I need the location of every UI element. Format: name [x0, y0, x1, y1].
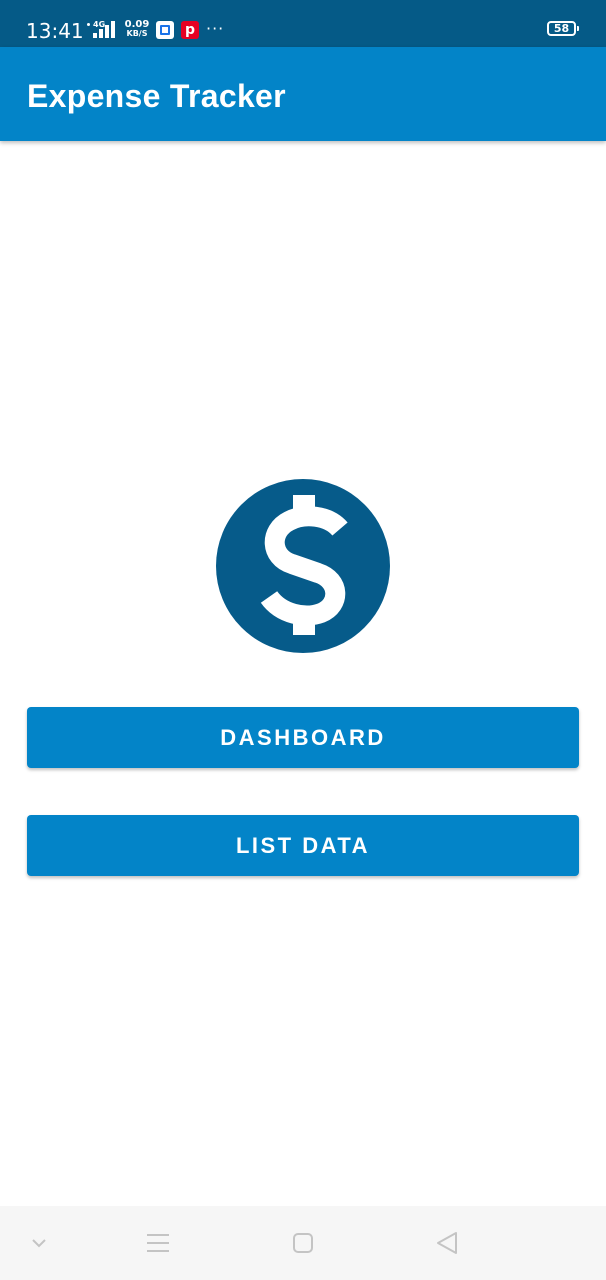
dollar-bar-bottom: [293, 607, 315, 635]
app-bar: Expense Tracker: [0, 47, 606, 141]
menu-icon[interactable]: [146, 1232, 170, 1254]
speed-unit: KB/S: [126, 29, 148, 38]
speed-value: 0.09: [124, 19, 150, 30]
dollar-bar-top: [293, 495, 315, 525]
pinterest-icon: p: [181, 21, 199, 39]
dashboard-button[interactable]: DASHBOARD: [27, 707, 579, 768]
home-icon[interactable]: [291, 1231, 315, 1255]
system-nav-bar: [0, 1206, 606, 1280]
signal-dot: [87, 23, 90, 26]
list-data-button[interactable]: LIST DATA: [27, 815, 579, 876]
network-type: 4G: [93, 20, 106, 29]
back-icon[interactable]: [434, 1230, 460, 1256]
app-notification-icon: [156, 21, 174, 39]
app-title: Expense Tracker: [27, 78, 286, 114]
signal-icon: 4G: [87, 20, 119, 40]
chevron-down-icon[interactable]: [30, 1236, 48, 1250]
dollar-circle-icon: [216, 479, 390, 653]
battery-icon: 58: [547, 21, 579, 36]
more-notifications-indicator: ···: [206, 19, 225, 38]
battery-level: 58: [553, 22, 570, 35]
status-bar: 13:41 4G 0.09 KB/S p ··· 58: [0, 0, 606, 47]
status-time: 13:41: [26, 19, 84, 43]
network-speed: 0.09 KB/S: [124, 19, 150, 39]
